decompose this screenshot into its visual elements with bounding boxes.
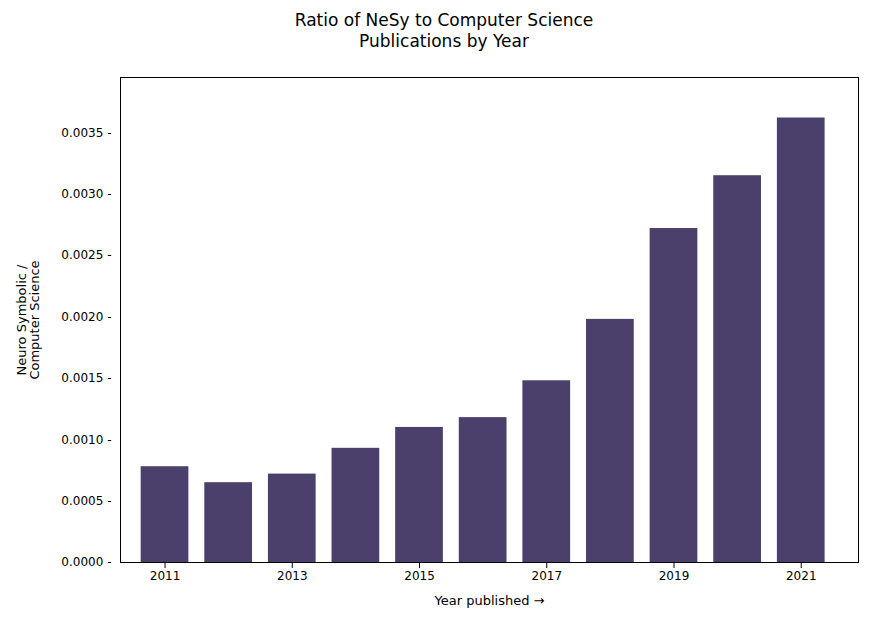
svg-text:0.0030 -: 0.0030 - — [61, 186, 111, 200]
svg-text:0.0005 -: 0.0005 - — [61, 493, 111, 507]
svg-text:Year published →: Year published → — [434, 592, 545, 607]
html-text:Ratio of NeSy to Computer Scie: Ratio of NeSy to Computer Science Public… — [294, 10, 594, 52]
svg-text:0.0020 -: 0.0020 - — [61, 309, 111, 323]
svg-text:2021: 2021 — [786, 569, 817, 583]
svg-text:2017: 2017 — [531, 569, 562, 583]
svg-text:2011: 2011 — [150, 569, 181, 583]
svg-text:2019: 2019 — [659, 569, 690, 583]
svg-text:2013: 2013 — [277, 569, 308, 583]
svg-text:0.0035 -: 0.0035 - — [61, 125, 111, 139]
svg-text:0.0010 -: 0.0010 - — [61, 432, 111, 446]
svg-text:0.0000 -: 0.0000 - — [61, 555, 111, 569]
svg-text:0.0015 -: 0.0015 - — [61, 371, 111, 385]
svg-text:Neuro Symbolic /Computer Scien: Neuro Symbolic /Computer Science — [14, 260, 42, 379]
svg-text:0.0025 -: 0.0025 - — [61, 248, 111, 262]
svg-text:2015: 2015 — [404, 569, 435, 583]
